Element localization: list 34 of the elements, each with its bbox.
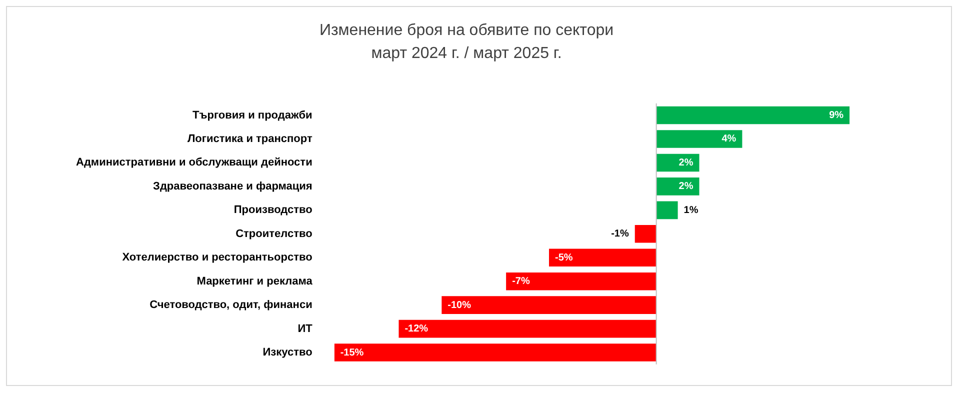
bar: [334, 344, 656, 362]
y-tick-label: Маркетинг и реклама: [196, 275, 314, 288]
y-tick-label: Счетоводство, одит, финанси: [150, 299, 312, 312]
data-label: 2%: [678, 181, 694, 192]
bar: [442, 296, 656, 314]
bar: [634, 225, 656, 243]
y-tick-label: Административни и обслужващи дейности: [76, 156, 312, 169]
data-label: -12%: [404, 324, 428, 335]
y-tick-label: Изкуство: [262, 346, 313, 359]
y-tick-label: Логистика и транспорт: [187, 133, 313, 146]
data-label: 9%: [829, 110, 844, 122]
y-tick-label: Производство: [234, 204, 313, 216]
data-label: 4%: [722, 134, 736, 145]
data-label: -10%: [448, 300, 472, 311]
bar: [656, 178, 700, 196]
data-label: -7%: [512, 276, 530, 288]
y-tick-label: Хотелиерство и ресторантьорство: [122, 252, 313, 264]
data-label: -5%: [554, 252, 573, 264]
bar: [656, 130, 742, 148]
chart-subtitle: март 2024 г. / март 2025 г.: [371, 45, 562, 62]
bar: [656, 106, 850, 124]
bar: [656, 201, 678, 220]
y-tick-label: ИТ: [298, 322, 313, 335]
bar: [398, 320, 656, 338]
bar: [506, 272, 656, 290]
bar: [548, 248, 656, 267]
y-tick-label: Търговия и продажби: [192, 109, 312, 122]
data-label: 2%: [678, 157, 694, 168]
chart-title: Изменение броя на обявите по сектори: [319, 22, 614, 40]
data-label: -15%: [340, 347, 364, 358]
data-label: 1%: [684, 204, 698, 216]
data-label: -1%: [611, 228, 629, 240]
y-tick-label: Строителство: [236, 228, 313, 240]
y-tick-label: Здравеопазване и фармация: [153, 180, 312, 192]
